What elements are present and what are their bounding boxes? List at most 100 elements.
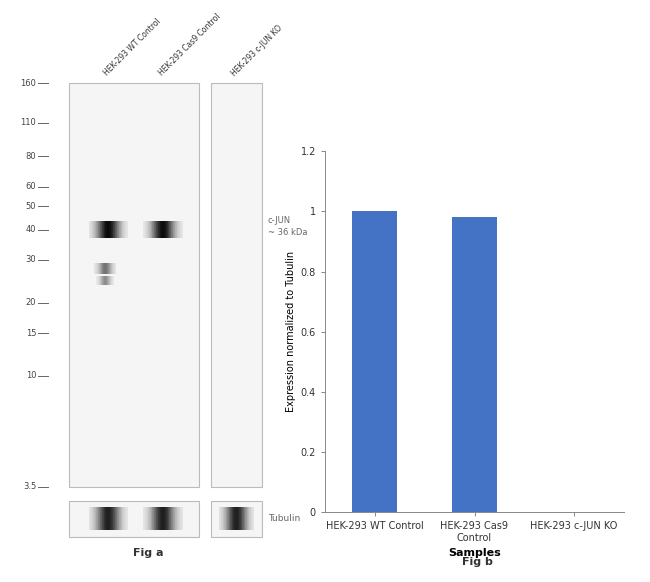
Bar xyxy=(144,508,145,530)
Bar xyxy=(105,508,106,530)
Bar xyxy=(113,508,114,530)
Bar xyxy=(165,508,166,530)
Bar xyxy=(180,221,181,238)
Bar xyxy=(118,508,119,530)
Bar xyxy=(122,508,123,530)
Bar xyxy=(163,508,164,530)
Bar xyxy=(211,501,262,537)
Bar xyxy=(159,221,160,238)
Bar xyxy=(146,221,147,238)
Bar xyxy=(177,508,178,530)
Bar xyxy=(165,221,166,238)
Bar xyxy=(90,221,91,238)
Bar xyxy=(69,501,200,537)
Bar xyxy=(88,221,89,238)
Bar xyxy=(111,221,112,238)
Bar xyxy=(106,221,107,238)
Bar xyxy=(100,221,101,238)
Bar xyxy=(175,508,176,530)
Bar xyxy=(164,508,165,530)
Bar xyxy=(159,508,160,530)
Bar xyxy=(149,508,150,530)
Bar xyxy=(158,221,159,238)
Text: 30: 30 xyxy=(26,255,36,264)
Bar xyxy=(176,508,177,530)
Text: 15: 15 xyxy=(26,329,36,338)
Bar xyxy=(120,221,121,238)
Bar xyxy=(110,221,111,238)
Bar xyxy=(148,508,149,530)
Bar xyxy=(109,508,110,530)
Bar xyxy=(104,508,105,530)
Bar xyxy=(106,508,107,530)
Bar xyxy=(162,508,163,530)
Bar xyxy=(112,508,113,530)
Bar xyxy=(160,221,161,238)
Bar xyxy=(154,221,155,238)
Bar xyxy=(166,221,167,238)
Bar xyxy=(171,508,172,530)
Bar xyxy=(155,508,156,530)
Bar xyxy=(92,508,93,530)
Bar xyxy=(168,508,169,530)
Text: 50: 50 xyxy=(26,201,36,211)
Bar xyxy=(158,508,159,530)
Bar xyxy=(121,221,122,238)
Bar xyxy=(153,221,154,238)
X-axis label: Samples: Samples xyxy=(448,548,501,558)
Bar xyxy=(93,221,94,238)
Bar xyxy=(144,221,145,238)
Bar xyxy=(117,221,118,238)
Bar xyxy=(91,508,92,530)
Bar xyxy=(115,508,116,530)
Bar xyxy=(170,221,171,238)
Bar xyxy=(107,508,108,530)
Bar xyxy=(182,221,183,238)
Bar xyxy=(169,221,170,238)
Bar xyxy=(107,221,108,238)
Bar xyxy=(96,508,97,530)
Bar xyxy=(124,221,125,238)
Bar xyxy=(180,508,181,530)
Bar xyxy=(120,508,121,530)
Bar xyxy=(99,221,100,238)
Text: 80: 80 xyxy=(26,152,36,161)
Bar xyxy=(171,221,172,238)
Bar xyxy=(181,508,182,530)
Bar xyxy=(121,508,122,530)
Bar xyxy=(125,508,126,530)
Bar xyxy=(157,508,158,530)
Bar xyxy=(147,221,148,238)
Bar xyxy=(97,221,98,238)
Bar xyxy=(163,221,164,238)
Bar xyxy=(109,221,110,238)
Bar xyxy=(92,221,93,238)
Bar xyxy=(125,221,126,238)
Bar xyxy=(152,221,153,238)
Bar xyxy=(98,508,99,530)
Bar xyxy=(164,221,165,238)
Bar xyxy=(174,221,175,238)
Bar xyxy=(150,508,151,530)
Bar xyxy=(172,508,173,530)
Bar xyxy=(161,508,162,530)
Bar xyxy=(98,221,99,238)
Bar xyxy=(168,221,169,238)
Bar xyxy=(181,221,182,238)
Bar xyxy=(113,221,114,238)
Bar xyxy=(152,508,153,530)
Text: 40: 40 xyxy=(26,225,36,234)
Bar xyxy=(90,508,91,530)
Bar xyxy=(108,508,109,530)
Bar xyxy=(94,508,95,530)
Text: HEK-293 c-JUN KO: HEK-293 c-JUN KO xyxy=(230,23,285,78)
Text: Tubulin: Tubulin xyxy=(268,514,300,523)
Bar xyxy=(91,221,92,238)
Bar xyxy=(114,508,115,530)
Bar xyxy=(211,83,262,487)
Bar xyxy=(148,221,149,238)
Bar xyxy=(147,508,148,530)
Bar xyxy=(97,508,98,530)
Bar xyxy=(114,221,115,238)
Bar xyxy=(116,508,117,530)
